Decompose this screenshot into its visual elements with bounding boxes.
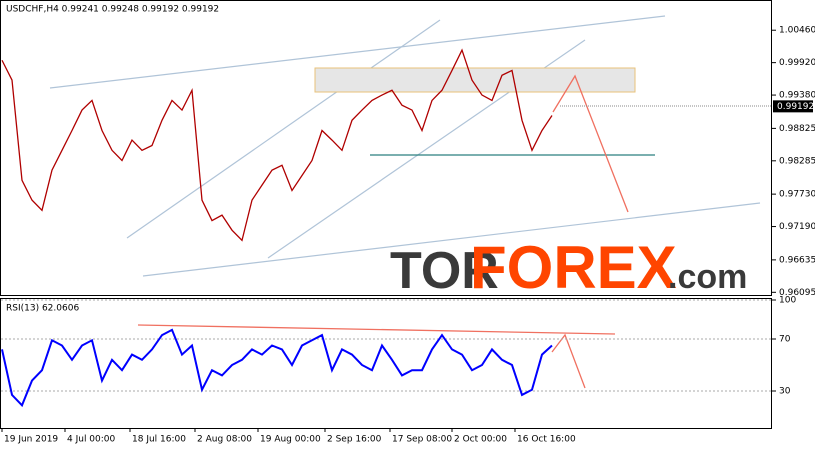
y-tick-label: 0.99920 xyxy=(779,58,815,68)
x-tick-label: 2 Sep 16:00 xyxy=(327,435,382,445)
watermark-forex: FOREX xyxy=(470,234,677,301)
y-tick-label: 0.97190 xyxy=(779,222,815,232)
x-tick-label: 2 Aug 08:00 xyxy=(197,435,252,445)
price-panel xyxy=(0,0,772,296)
y-tick-label: 0.99380 xyxy=(779,91,815,101)
y-tick-label: 70 xyxy=(779,335,791,345)
price-header: USDCHF,H4 0.99241 0.99248 0.99192 0.9919… xyxy=(6,5,219,15)
series-line xyxy=(1,48,553,242)
x-tick-label: 16 Oct 16:00 xyxy=(517,435,576,445)
rsi-header: RSI(13) 62.0606 xyxy=(6,304,79,314)
resistance-zone xyxy=(314,67,636,93)
y-tick-label: 0.97730 xyxy=(779,190,815,200)
x-tick-label: 19 Aug 00:00 xyxy=(260,435,321,445)
series-line xyxy=(1,328,553,408)
y-tick-label: 0.96095 xyxy=(779,288,815,298)
x-tick-label: 4 Jul 00:00 xyxy=(67,435,116,445)
x-tick-label: 18 Jul 16:00 xyxy=(132,435,186,445)
y-tick-label: 0.98825 xyxy=(779,124,815,134)
last-price-box xyxy=(773,100,813,113)
y-tick-label: 30 xyxy=(779,387,791,397)
watermark-com: .com xyxy=(668,258,747,296)
last-price-label: 0.99192 xyxy=(777,102,814,112)
x-tick-label: 2 Oct 00:00 xyxy=(454,435,507,445)
y-tick-label: 1.00460 xyxy=(779,26,815,36)
y-tick-label: 100 xyxy=(779,296,796,306)
x-tick-label: 19 Jun 2019 xyxy=(4,435,58,445)
y-tick-label: 0.98285 xyxy=(779,156,815,166)
forecast-arrows xyxy=(137,74,629,389)
rsi-panel xyxy=(0,298,772,429)
watermark-tor: TOR xyxy=(390,242,499,300)
x-tick-label: 17 Sep 08:00 xyxy=(392,435,452,445)
y-tick-label: 0.96635 xyxy=(779,255,815,265)
